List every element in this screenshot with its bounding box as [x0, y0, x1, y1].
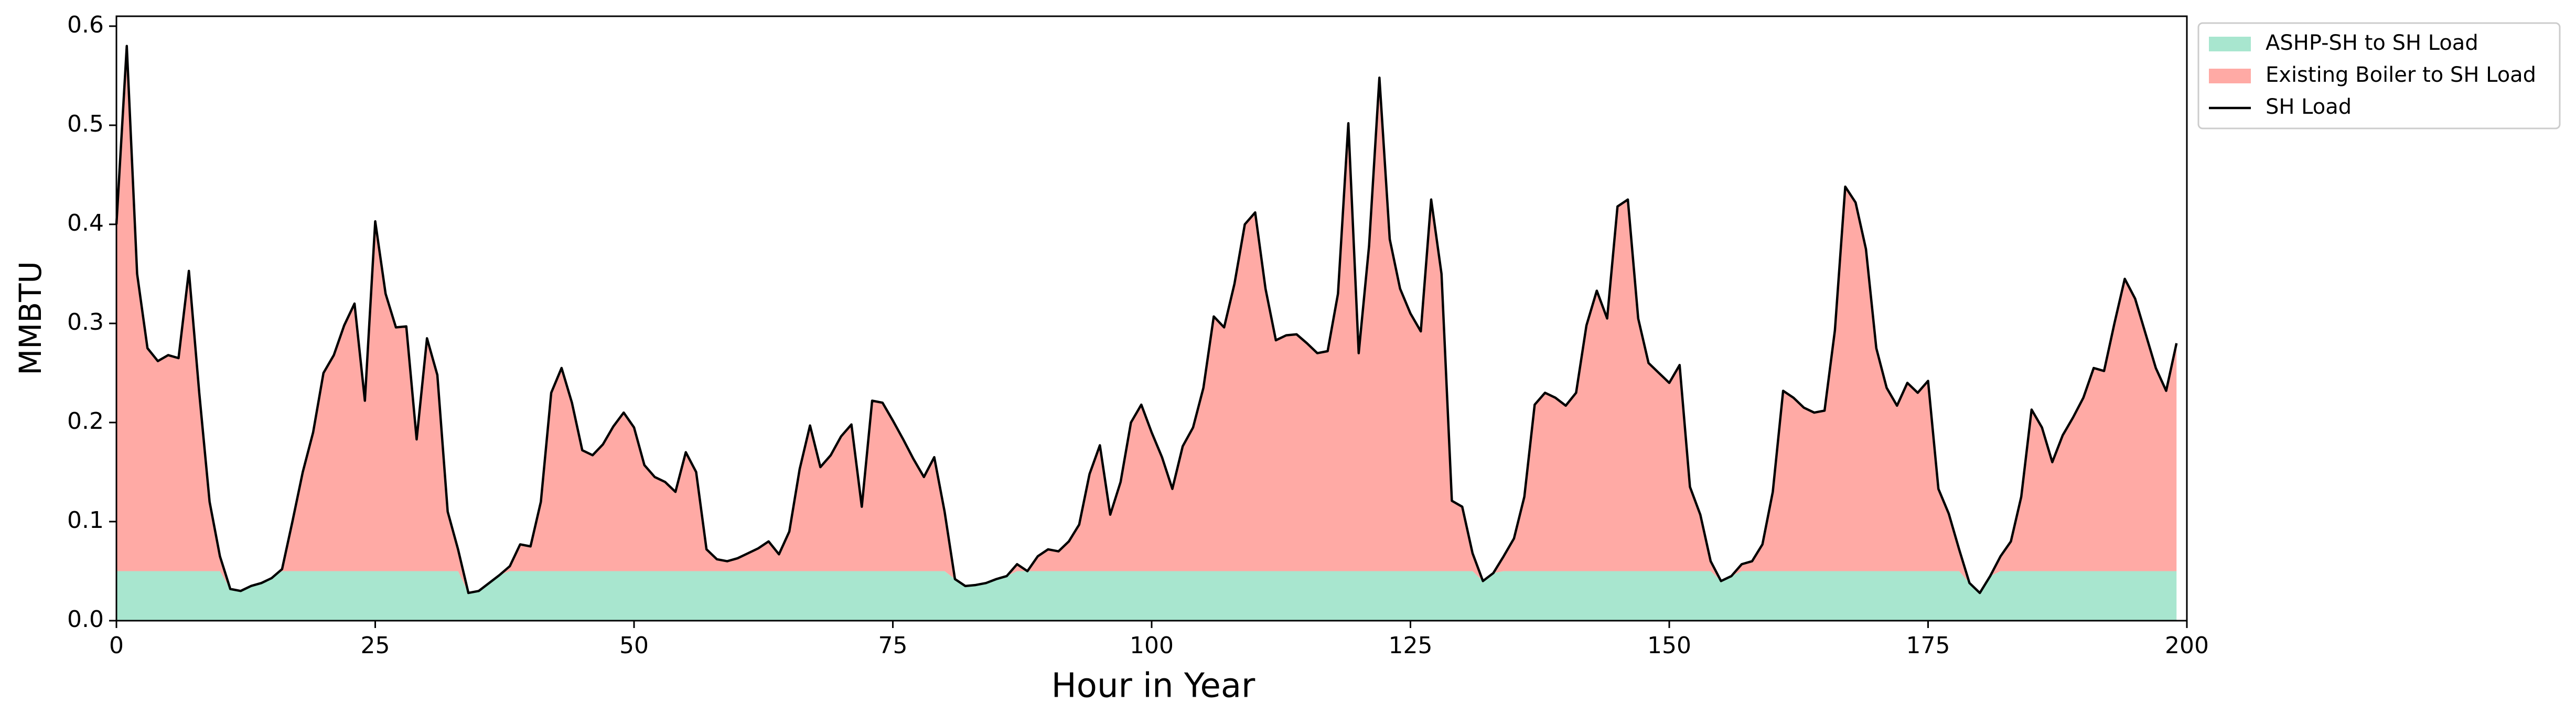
y-axis-label: MMBTU	[13, 261, 48, 375]
y-tick-label: 0.5	[67, 111, 104, 137]
x-axis-label: Hour in Year	[1051, 667, 1255, 706]
x-tick-label: 150	[1647, 632, 1691, 659]
x-tick-label: 100	[1130, 632, 1174, 659]
y-tick-label: 0.1	[67, 507, 104, 534]
y-tick-label: 0.6	[67, 12, 104, 38]
x-tick-label: 175	[1906, 632, 1950, 659]
legend-label: SH Load	[2266, 95, 2352, 119]
x-tick-label: 75	[878, 632, 908, 659]
x-tick-label: 50	[619, 632, 649, 659]
x-tick-label: 125	[1389, 632, 1433, 659]
legend-swatch	[2209, 69, 2251, 83]
y-tick-label: 0.4	[67, 210, 104, 236]
area	[116, 571, 2177, 621]
legend-box	[2197, 22, 2561, 129]
legend-label: Existing Boiler to SH Load	[2266, 63, 2536, 87]
x-tick-label: 25	[361, 632, 390, 659]
y-tick-label: 0.2	[67, 408, 104, 435]
x-tick-label: 200	[2165, 632, 2209, 659]
y-tick-label: 0.0	[67, 606, 104, 633]
y-tick-label: 0.3	[67, 309, 104, 336]
legend: ASHP-SH to SH Load Existing Boiler to SH …	[2197, 22, 2561, 129]
legend-swatch	[2209, 37, 2251, 51]
legend-label: ASHP-SH to SH Load	[2266, 31, 2478, 55]
line	[115, 45, 2178, 594]
area	[116, 46, 2177, 593]
x-tick-label: 0	[109, 632, 124, 659]
